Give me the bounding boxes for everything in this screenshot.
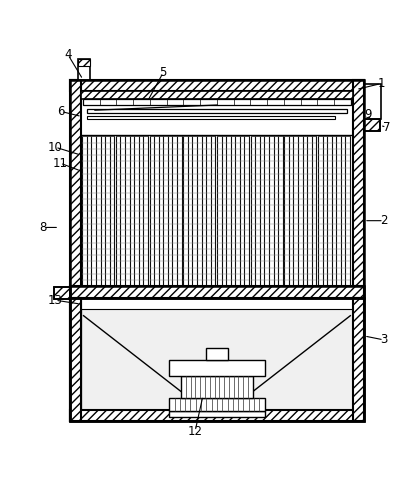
Bar xyxy=(54,287,70,299)
Bar xyxy=(70,410,363,421)
Bar xyxy=(70,80,363,91)
Bar xyxy=(70,286,363,298)
Bar xyxy=(54,287,70,299)
Bar xyxy=(169,412,264,417)
Text: 2: 2 xyxy=(379,214,387,227)
Bar xyxy=(70,286,363,298)
Bar xyxy=(183,136,215,286)
Bar xyxy=(317,136,349,286)
Text: 4: 4 xyxy=(64,48,71,61)
Bar xyxy=(250,136,282,286)
Bar xyxy=(363,119,379,131)
Bar xyxy=(81,309,352,410)
Text: 10: 10 xyxy=(47,141,62,154)
Text: 9: 9 xyxy=(363,108,371,121)
Bar xyxy=(181,376,252,398)
Text: 13: 13 xyxy=(47,294,62,307)
Bar xyxy=(87,109,346,113)
Bar xyxy=(70,80,363,421)
Bar xyxy=(363,83,380,119)
Text: 6: 6 xyxy=(57,105,64,118)
Bar xyxy=(149,136,181,286)
Bar xyxy=(352,80,363,286)
Bar xyxy=(169,398,264,412)
Text: 11: 11 xyxy=(52,157,67,169)
Text: 12: 12 xyxy=(187,425,202,438)
Bar xyxy=(81,91,352,99)
Text: 1: 1 xyxy=(376,77,384,90)
Bar xyxy=(206,348,227,360)
Bar xyxy=(284,136,316,286)
Bar xyxy=(116,136,147,286)
Bar xyxy=(169,360,264,376)
Bar xyxy=(78,59,90,66)
Bar xyxy=(87,116,334,119)
Bar xyxy=(82,136,114,286)
Bar xyxy=(70,80,81,421)
Text: 5: 5 xyxy=(159,66,166,79)
Text: 8: 8 xyxy=(40,221,47,234)
Bar xyxy=(70,298,81,421)
Bar xyxy=(363,119,379,131)
Bar xyxy=(78,59,90,80)
Text: 7: 7 xyxy=(382,121,389,134)
Bar xyxy=(70,298,363,421)
Bar xyxy=(216,136,249,286)
Text: 3: 3 xyxy=(379,333,387,346)
Bar xyxy=(352,298,363,421)
Bar xyxy=(83,99,350,105)
